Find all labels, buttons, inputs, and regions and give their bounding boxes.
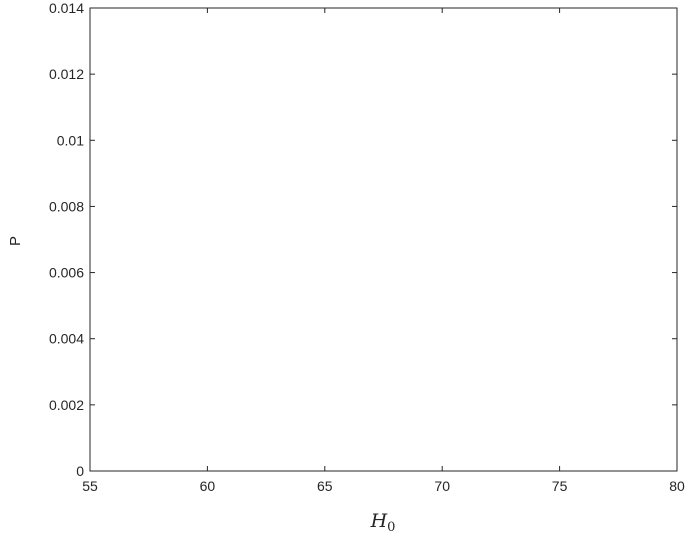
x-tick-label: 70 bbox=[434, 478, 450, 494]
x-tick-label: 80 bbox=[669, 478, 685, 494]
x-tick-label: 55 bbox=[82, 478, 98, 494]
axes-frame bbox=[89, 7, 678, 472]
x-tick-label: 60 bbox=[200, 478, 216, 494]
x-axis-title-main: H bbox=[370, 510, 388, 532]
x-axis-title-subscript: 0 bbox=[387, 520, 395, 535]
y-tick-label: 0.002 bbox=[49, 397, 84, 413]
y-tick-label: 0 bbox=[76, 463, 84, 479]
x-tick-label: 65 bbox=[317, 478, 333, 494]
y-axis-title: P bbox=[7, 236, 24, 246]
axes: 55 60 65 70 75 80 0 0.002 0.004 0.006 0.008 0.01 0.0… bbox=[49, 0, 685, 494]
y-tick-label: 0.012 bbox=[49, 66, 84, 82]
y-tick-label: 0.008 bbox=[49, 198, 84, 214]
y-tick-label: 0.004 bbox=[49, 331, 84, 347]
y-tick-label: 0.006 bbox=[49, 265, 84, 281]
x-tick-label: 75 bbox=[552, 478, 568, 494]
y-tick-label: 0.01 bbox=[57, 132, 84, 148]
x-axis-title: H0 bbox=[370, 510, 396, 535]
y-tick-label: 0.014 bbox=[49, 0, 84, 16]
